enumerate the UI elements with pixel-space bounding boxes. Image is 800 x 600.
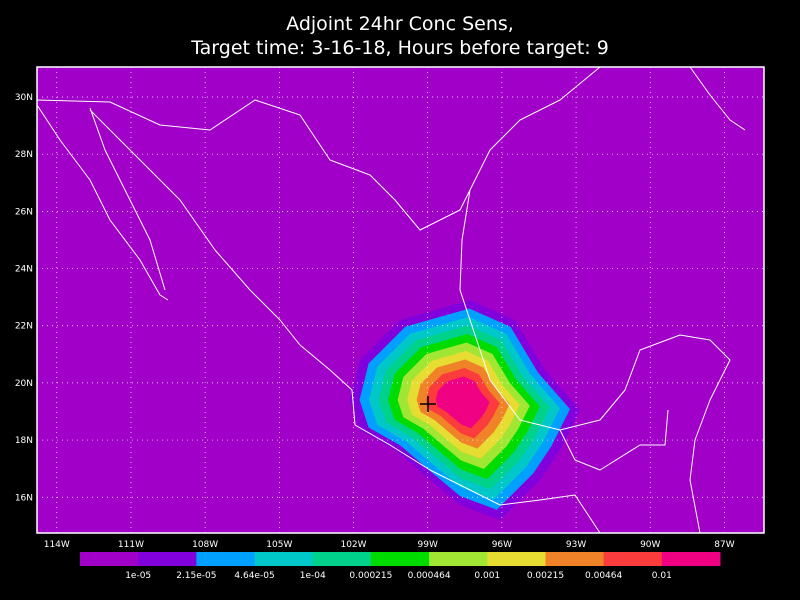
lon-tick-label: 93W <box>566 540 586 550</box>
axis-labels: 114W 111W 108W 105W 102W 99W 96W 93W 90W 87W 16N 18… <box>15 93 735 550</box>
colorbar-label: 0.00464 <box>585 571 622 581</box>
lat-tick-label: 18N <box>15 436 33 446</box>
colorbar-label: 0.000215 <box>349 571 392 581</box>
lat-tick-label: 16N <box>15 493 33 503</box>
coastline <box>89 109 601 534</box>
border <box>36 99 471 231</box>
plot-area <box>37 67 764 533</box>
colorbar: 1e-05 2.15e-05 4.64e-05 1e-04 0.000215 0.0004… <box>80 552 721 581</box>
contour-band <box>435 376 490 429</box>
colorbar-label: 1e-04 <box>300 571 326 581</box>
coastline <box>89 107 166 291</box>
lon-tick-label: 90W <box>640 540 660 550</box>
sensitivity-field <box>350 300 580 520</box>
plot-frame <box>36 66 765 534</box>
lon-tick-label: 99W <box>418 540 438 550</box>
lat-tick-label: 30N <box>15 93 33 103</box>
lat-tick-label: 24N <box>15 265 33 275</box>
lat-tick-label: 28N <box>15 150 33 160</box>
colorbar-swatch <box>196 552 256 566</box>
colorbar-label: 2.15e-05 <box>176 571 216 581</box>
colorbar-swatch <box>661 552 721 566</box>
lon-tick-label: 108W <box>192 540 218 550</box>
colorbar-label: 4.64e-05 <box>234 571 274 581</box>
lon-tick-label: 87W <box>714 540 734 550</box>
colorbar-swatch <box>138 552 197 566</box>
colorbar-swatch <box>603 552 663 566</box>
colorbar-label: 0.01 <box>652 571 672 581</box>
lat-tick-label: 26N <box>15 207 33 217</box>
colorbar-label: 1e-05 <box>125 571 151 581</box>
colorbar-swatch <box>545 552 605 566</box>
lat-tick-label: 20N <box>15 379 33 389</box>
colorbar-swatch <box>487 552 546 566</box>
lat-tick-label: 22N <box>15 322 33 332</box>
colorbar-swatch <box>370 552 430 566</box>
lon-tick-label: 111W <box>118 540 144 550</box>
coastline <box>689 66 746 131</box>
lon-tick-label: 96W <box>492 540 512 550</box>
title-line: Target time: 3-16-18, Hours before targe… <box>190 37 609 59</box>
target-marker <box>420 396 436 412</box>
colorbar-label: 0.00215 <box>527 571 564 581</box>
colorbar-swatch <box>312 552 372 566</box>
colorbar-label: 0.000464 <box>408 571 451 581</box>
lon-tick-label: 105W <box>266 540 292 550</box>
colorbar-swatch <box>80 552 139 566</box>
colorbar-label: 0.001 <box>474 571 500 581</box>
coastline <box>36 104 169 301</box>
grid <box>37 67 764 533</box>
coastlines <box>36 66 746 534</box>
colorbar-swatch <box>429 552 488 566</box>
colorbar-swatch <box>254 552 314 566</box>
lon-tick-label: 102W <box>340 540 366 550</box>
lon-tick-label: 114W <box>44 540 70 550</box>
title-line: Adjoint 24hr Conc Sens, <box>286 13 514 35</box>
border <box>559 409 669 471</box>
